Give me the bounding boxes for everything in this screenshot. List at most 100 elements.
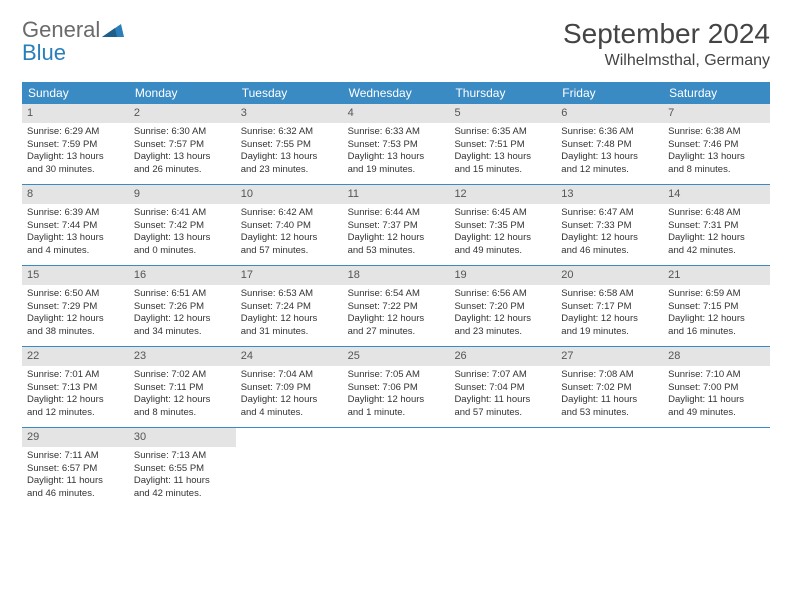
day-number: 18 — [343, 266, 450, 285]
day-cell: 13Sunrise: 6:47 AMSunset: 7:33 PMDayligh… — [556, 185, 663, 265]
day-cell: 4Sunrise: 6:33 AMSunset: 7:53 PMDaylight… — [343, 104, 450, 184]
daylight-text-2: and 31 minutes. — [241, 326, 338, 339]
daylight-text: Daylight: 12 hours — [241, 313, 338, 326]
sunset-text: Sunset: 7:55 PM — [241, 139, 338, 152]
day-number: 19 — [449, 266, 556, 285]
day-number: 5 — [449, 104, 556, 123]
sunrise-text: Sunrise: 7:11 AM — [27, 450, 124, 463]
day-cell: 10Sunrise: 6:42 AMSunset: 7:40 PMDayligh… — [236, 185, 343, 265]
day-number: 24 — [236, 347, 343, 366]
sunrise-text: Sunrise: 6:38 AM — [668, 126, 765, 139]
day-cell: 2Sunrise: 6:30 AMSunset: 7:57 PMDaylight… — [129, 104, 236, 184]
day-number: 10 — [236, 185, 343, 204]
daylight-text-2: and 46 minutes. — [561, 245, 658, 258]
daylight-text: Daylight: 12 hours — [27, 394, 124, 407]
daylight-text-2: and 4 minutes. — [241, 407, 338, 420]
location: Wilhelmsthal, Germany — [563, 52, 770, 70]
daylight-text-2: and 19 minutes. — [348, 164, 445, 177]
daylight-text: Daylight: 12 hours — [561, 232, 658, 245]
sunrise-text: Sunrise: 7:04 AM — [241, 369, 338, 382]
sunset-text: Sunset: 7:37 PM — [348, 220, 445, 233]
daylight-text-2: and 23 minutes. — [241, 164, 338, 177]
logo-text-gray: General — [22, 17, 100, 42]
daylight-text: Daylight: 11 hours — [27, 475, 124, 488]
day-number: 16 — [129, 266, 236, 285]
page-title: September 2024 — [563, 18, 770, 50]
daylight-text-2: and 27 minutes. — [348, 326, 445, 339]
weekday-header: Wednesday — [343, 82, 450, 104]
sunrise-text: Sunrise: 6:54 AM — [348, 288, 445, 301]
daylight-text: Daylight: 13 hours — [134, 151, 231, 164]
day-number: 27 — [556, 347, 663, 366]
daylight-text-2: and 49 minutes. — [454, 245, 551, 258]
day-cell-empty — [236, 428, 343, 508]
daylight-text: Daylight: 12 hours — [348, 394, 445, 407]
sunset-text: Sunset: 7:04 PM — [454, 382, 551, 395]
day-number: 3 — [236, 104, 343, 123]
day-cell: 12Sunrise: 6:45 AMSunset: 7:35 PMDayligh… — [449, 185, 556, 265]
sunrise-text: Sunrise: 6:44 AM — [348, 207, 445, 220]
day-number: 13 — [556, 185, 663, 204]
day-number: 22 — [22, 347, 129, 366]
sunrise-text: Sunrise: 6:58 AM — [561, 288, 658, 301]
sunrise-text: Sunrise: 6:30 AM — [134, 126, 231, 139]
daylight-text: Daylight: 11 hours — [668, 394, 765, 407]
sunset-text: Sunset: 7:59 PM — [27, 139, 124, 152]
sunrise-text: Sunrise: 6:33 AM — [348, 126, 445, 139]
daylight-text-2: and 4 minutes. — [27, 245, 124, 258]
sunset-text: Sunset: 7:09 PM — [241, 382, 338, 395]
weekday-header: Friday — [556, 82, 663, 104]
daylight-text-2: and 30 minutes. — [27, 164, 124, 177]
daylight-text-2: and 53 minutes. — [348, 245, 445, 258]
sunrise-text: Sunrise: 6:56 AM — [454, 288, 551, 301]
day-number: 4 — [343, 104, 450, 123]
sunrise-text: Sunrise: 6:42 AM — [241, 207, 338, 220]
daylight-text: Daylight: 11 hours — [561, 394, 658, 407]
sunrise-text: Sunrise: 6:32 AM — [241, 126, 338, 139]
week-row: 29Sunrise: 7:11 AMSunset: 6:57 PMDayligh… — [22, 428, 770, 508]
daylight-text-2: and 42 minutes. — [668, 245, 765, 258]
day-number: 15 — [22, 266, 129, 285]
daylight-text-2: and 49 minutes. — [668, 407, 765, 420]
sunset-text: Sunset: 7:53 PM — [348, 139, 445, 152]
weekday-header: Tuesday — [236, 82, 343, 104]
daylight-text-2: and 34 minutes. — [134, 326, 231, 339]
sunset-text: Sunset: 7:24 PM — [241, 301, 338, 314]
daylight-text: Daylight: 13 hours — [561, 151, 658, 164]
daylight-text: Daylight: 12 hours — [134, 313, 231, 326]
sunrise-text: Sunrise: 6:48 AM — [668, 207, 765, 220]
day-number: 2 — [129, 104, 236, 123]
day-cell: 30Sunrise: 7:13 AMSunset: 6:55 PMDayligh… — [129, 428, 236, 508]
day-cell: 14Sunrise: 6:48 AMSunset: 7:31 PMDayligh… — [663, 185, 770, 265]
sunset-text: Sunset: 7:06 PM — [348, 382, 445, 395]
sunset-text: Sunset: 7:31 PM — [668, 220, 765, 233]
day-cell: 20Sunrise: 6:58 AMSunset: 7:17 PMDayligh… — [556, 266, 663, 346]
logo-triangle-icon — [102, 18, 124, 41]
day-number: 29 — [22, 428, 129, 447]
week-row: 15Sunrise: 6:50 AMSunset: 7:29 PMDayligh… — [22, 266, 770, 347]
day-cell: 15Sunrise: 6:50 AMSunset: 7:29 PMDayligh… — [22, 266, 129, 346]
sunrise-text: Sunrise: 6:36 AM — [561, 126, 658, 139]
day-number: 9 — [129, 185, 236, 204]
daylight-text: Daylight: 12 hours — [454, 232, 551, 245]
sunrise-text: Sunrise: 7:01 AM — [27, 369, 124, 382]
sunset-text: Sunset: 7:33 PM — [561, 220, 658, 233]
day-number: 25 — [343, 347, 450, 366]
logo: GeneralBlue — [22, 18, 124, 64]
weekday-header: Thursday — [449, 82, 556, 104]
sunset-text: Sunset: 7:26 PM — [134, 301, 231, 314]
daylight-text: Daylight: 12 hours — [348, 313, 445, 326]
sunset-text: Sunset: 7:48 PM — [561, 139, 658, 152]
sunrise-text: Sunrise: 6:45 AM — [454, 207, 551, 220]
day-cell: 1Sunrise: 6:29 AMSunset: 7:59 PMDaylight… — [22, 104, 129, 184]
daylight-text: Daylight: 11 hours — [454, 394, 551, 407]
week-row: 8Sunrise: 6:39 AMSunset: 7:44 PMDaylight… — [22, 185, 770, 266]
day-cell: 22Sunrise: 7:01 AMSunset: 7:13 PMDayligh… — [22, 347, 129, 427]
day-number: 20 — [556, 266, 663, 285]
day-cell: 6Sunrise: 6:36 AMSunset: 7:48 PMDaylight… — [556, 104, 663, 184]
day-cell: 23Sunrise: 7:02 AMSunset: 7:11 PMDayligh… — [129, 347, 236, 427]
sunset-text: Sunset: 7:40 PM — [241, 220, 338, 233]
day-cell: 27Sunrise: 7:08 AMSunset: 7:02 PMDayligh… — [556, 347, 663, 427]
sunset-text: Sunset: 7:00 PM — [668, 382, 765, 395]
daylight-text: Daylight: 13 hours — [241, 151, 338, 164]
